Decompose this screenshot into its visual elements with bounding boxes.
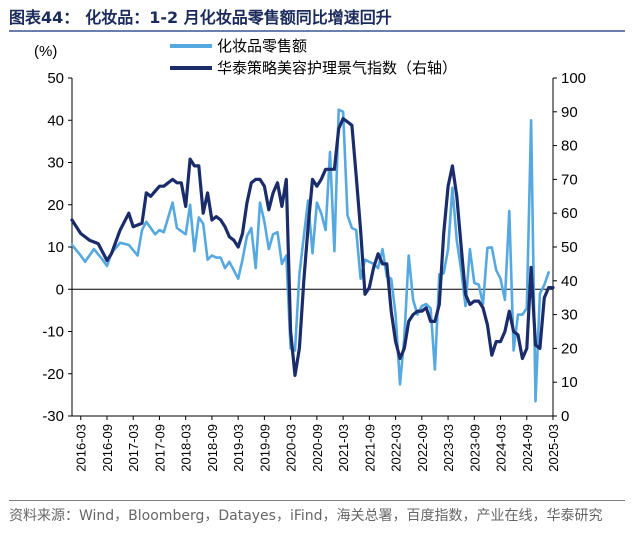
legend-label-retail: 化妆品零售额 — [217, 38, 307, 55]
figure-number: 图表44： — [9, 8, 80, 27]
title-divider — [9, 30, 625, 32]
x-tick-label: 2023-03 — [441, 424, 456, 472]
x-tick-label: 2021-03 — [336, 424, 351, 472]
right-tick-label: 10 — [561, 374, 578, 391]
left-tick-label: 50 — [47, 70, 64, 87]
right-tick-label: 30 — [561, 307, 578, 324]
left-tick-label: 30 — [47, 155, 64, 172]
x-tick-label: 2019-03 — [231, 424, 246, 472]
x-tick-label: 2018-09 — [205, 424, 220, 472]
series-line-retail — [70, 108, 550, 403]
figure-title-text: 化妆品：1-2 月化妆品零售额同比增速回升 — [85, 8, 392, 27]
x-tick-label: 2023-09 — [467, 424, 482, 472]
left-tick-label: -20 — [42, 366, 64, 383]
x-tick-label: 2021-09 — [362, 424, 377, 472]
chart-title: 图表44： 化妆品：1-2 月化妆品零售额同比增速回升 — [9, 4, 392, 28]
x-tick-label: 2016-09 — [100, 424, 115, 472]
right-tick-label: 50 — [561, 239, 578, 256]
right-tick-label: 40 — [561, 273, 578, 290]
x-tick-label: 2024-09 — [520, 424, 535, 472]
right-tick-label: 90 — [561, 104, 578, 121]
source-divider — [9, 500, 625, 501]
line-chart: (%) -30 -20 -10 0 10 20 30 40 50 0 10 20 30 40 50 60 70 80… — [34, 38, 586, 472]
x-tick-label: 2017-09 — [152, 424, 167, 472]
left-tick-label: -10 — [42, 324, 64, 341]
source-note: 资料来源：Wind，Bloomberg，Datayes，iFind，海关总署，百… — [9, 508, 603, 524]
chart-series — [70, 108, 555, 403]
right-tick-label: 20 — [561, 340, 578, 357]
x-tick-label: 2024-03 — [494, 424, 509, 472]
x-tick-label: 2017-03 — [126, 424, 141, 472]
x-tick-label: 2018-03 — [179, 424, 194, 472]
left-tick-label: -30 — [42, 408, 64, 425]
right-tick-label: 70 — [561, 171, 578, 188]
left-tick-label: 10 — [47, 239, 64, 256]
x-tick-label: 2016-03 — [74, 424, 89, 472]
x-tick-label: 2019-09 — [257, 424, 272, 472]
left-tick-label: 20 — [47, 197, 64, 214]
right-tick-label: 0 — [561, 408, 569, 425]
series-line-index — [70, 117, 555, 377]
right-tick-label: 60 — [561, 205, 578, 222]
x-tick-label: 2020-03 — [284, 424, 299, 472]
x-tick-label: 2025-03 — [546, 424, 561, 472]
legend-label-index: 华泰策略美容护理景气指数（右轴） — [217, 60, 457, 77]
left-axis-unit: (%) — [34, 43, 57, 60]
x-tick-label: 2022-03 — [389, 424, 404, 472]
right-tick-label: 100 — [561, 70, 586, 87]
chart-axes: (%) -30 -20 -10 0 10 20 30 40 50 0 10 20 30 40 50 60 70 80… — [34, 43, 586, 472]
left-tick-label: 0 — [56, 281, 64, 298]
left-tick-label: 40 — [47, 112, 64, 129]
right-tick-label: 80 — [561, 138, 578, 155]
x-tick-label: 2020-09 — [310, 424, 325, 472]
x-tick-label: 2022-09 — [415, 424, 430, 472]
